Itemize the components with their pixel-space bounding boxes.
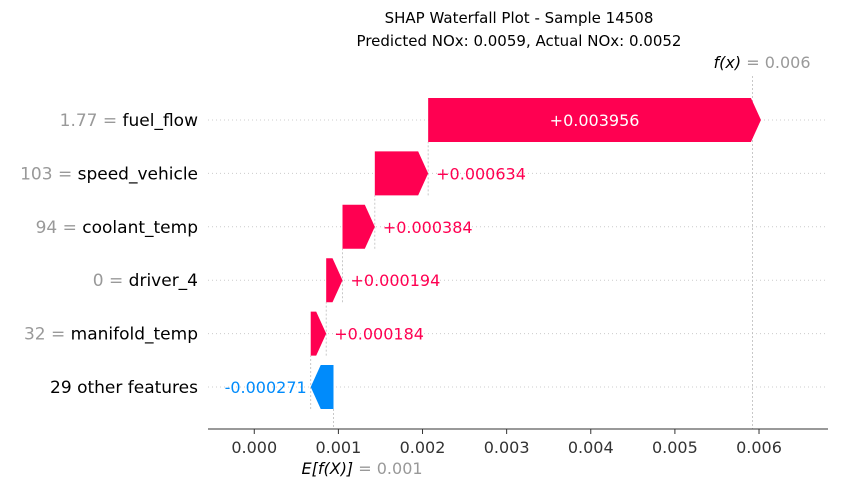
feature-label-4: 32 = manifold_temp	[24, 325, 198, 345]
x-tick-label-1: 0.001	[315, 438, 361, 457]
output-value-annotation: f(x) = 0.006	[714, 53, 811, 72]
feature-name-0: fuel_flow	[123, 111, 199, 131]
base-value: = 0.001	[353, 459, 422, 478]
bar-value-label-5: -0.000271	[225, 378, 307, 397]
bar-value-label-3: +0.000194	[351, 271, 441, 290]
bar-value-label-2: +0.000384	[383, 218, 473, 237]
bar-2	[342, 204, 375, 249]
feature-name-1: speed_vehicle	[78, 164, 198, 184]
feature-label-0: 1.77 = fuel_flow	[60, 111, 198, 131]
feature-name-4: manifold_temp	[71, 325, 198, 345]
output-name: f(x)	[714, 53, 742, 72]
x-tick-label-3: 0.003	[484, 438, 530, 457]
feature-value-1: 103 =	[20, 164, 78, 184]
feature-label-3: 0 = driver_4	[93, 271, 198, 291]
x-tick-label-5: 0.005	[652, 438, 698, 457]
chart-subtitle: Predicted NOx: 0.0059, Actual NOx: 0.005…	[357, 32, 682, 50]
x-tick-label-6: 0.006	[736, 438, 782, 457]
grid-lines	[208, 119, 828, 388]
annotations: f(x) = 0.006 E[f(X)] = 0.001	[302, 53, 811, 478]
feature-labels: +0.003956 1.77 = fuel_flow +0.000634 103 = …	[20, 111, 639, 398]
bar-1	[374, 151, 429, 196]
output-value: = 0.006	[741, 53, 810, 72]
bar-4	[310, 311, 327, 356]
feature-value-0: 1.77 =	[60, 111, 123, 131]
reference-lines	[310, 76, 753, 429]
bar-value-label-0: +0.003956	[550, 111, 640, 130]
bar-5	[310, 365, 334, 409]
bar-value-label-4: +0.000184	[334, 325, 424, 344]
x-tick-label-0: 0.000	[231, 438, 277, 457]
feature-name-3: driver_4	[129, 271, 198, 291]
bar-0	[428, 98, 761, 142]
feature-label-5: 29 other features	[50, 378, 198, 398]
feature-name-2: coolant_temp	[82, 218, 198, 238]
bar-value-label-1: +0.000634	[436, 164, 526, 183]
base-value-annotation: E[f(X)] = 0.001	[302, 459, 423, 478]
bars	[310, 98, 761, 409]
feature-label-2: 94 = coolant_temp	[36, 218, 198, 238]
feature-label-1: 103 = speed_vehicle	[20, 164, 198, 184]
feature-value-2: 94 =	[36, 218, 83, 238]
bar-3	[326, 258, 343, 303]
feature-value-4: 32 =	[24, 325, 71, 345]
feature-value-3: 0 =	[93, 271, 129, 291]
x-axis: 0.000 0.001 0.002 0.003 0.004 0.005 0.006	[208, 428, 828, 457]
base-name: E[f(X)]	[302, 459, 354, 478]
chart-title: SHAP Waterfall Plot - Sample 14508	[385, 9, 654, 27]
feature-name-5: 29 other features	[50, 378, 198, 398]
x-tick-label-2: 0.002	[400, 438, 446, 457]
x-tick-label-4: 0.004	[568, 438, 614, 457]
